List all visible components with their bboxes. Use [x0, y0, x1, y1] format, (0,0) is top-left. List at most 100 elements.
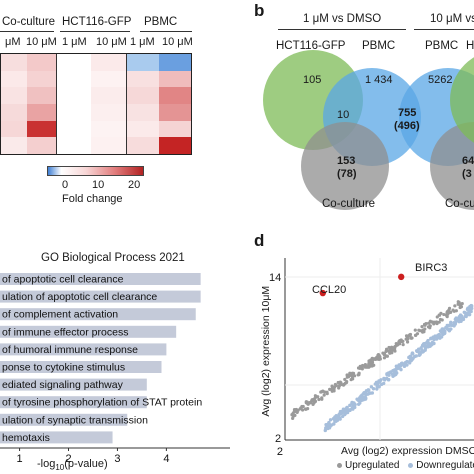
scatter-point: [320, 396, 324, 400]
scatter-point: [370, 360, 375, 364]
venn-count: (78): [337, 168, 357, 180]
venn-count: 1 434: [365, 74, 393, 86]
scatter-point: [313, 397, 317, 401]
scatter-point: [313, 394, 318, 398]
heatmap-cell: [91, 87, 127, 104]
comparison-label: 10 μM vs: [430, 13, 474, 25]
scatter-highlight-point: [398, 273, 405, 281]
col-group-label: HCT116-GFP: [62, 16, 132, 28]
scatter-point: [371, 357, 375, 362]
scatter-point: [421, 330, 425, 334]
set-label: Co-cu: [445, 198, 474, 210]
scatter-point: [423, 323, 427, 327]
scatter-point: [394, 370, 398, 374]
scatter-point: [390, 372, 395, 377]
scatter-point: [342, 407, 347, 412]
axis-label-main: -log: [37, 458, 56, 470]
scatter-point-label: BIRC3: [415, 262, 448, 274]
scatter-point: [322, 393, 326, 397]
scatter-point: [420, 325, 424, 329]
scatter-point: [381, 351, 385, 355]
scatter-point: [334, 414, 338, 418]
go-term-label: ediated signaling pathway: [2, 379, 124, 391]
go-bar: [0, 378, 147, 391]
axis-label-sub: 10: [55, 463, 65, 473]
scatter-point: [379, 382, 384, 387]
go-bar: [0, 290, 201, 303]
scatter-point: [365, 365, 369, 369]
heatmap-cell: [127, 87, 159, 104]
comparison-underline: [414, 29, 474, 30]
col-label: μM: [5, 36, 21, 48]
go-term-label: ulation of synaptic transmission: [2, 414, 148, 426]
scatter-highlight-point: [319, 289, 326, 297]
scatter-point: [375, 385, 379, 389]
scatter-point: [290, 413, 294, 417]
heatmap-cell: [1, 104, 27, 121]
go-bar: [0, 273, 201, 285]
scatter-point: [452, 321, 456, 325]
scatter-point: [421, 343, 426, 347]
scatter-point: [407, 355, 411, 359]
scatter-point: [323, 390, 327, 394]
panel-letter: d: [254, 231, 265, 250]
comparison-underline: [278, 29, 406, 30]
scatter-point: [384, 347, 389, 351]
heatmap-cell: [1, 120, 27, 138]
scatter-point: [295, 410, 299, 414]
scatter-point: [370, 363, 375, 367]
scatter-point: [410, 357, 414, 362]
scatter-point: [326, 426, 331, 430]
scatter-point: [448, 310, 453, 314]
scatter-point: [330, 384, 334, 388]
scatter-point: [374, 356, 379, 360]
scatter-point: [388, 351, 392, 355]
scatter-point: [447, 306, 452, 310]
set-label: Co-culture: [322, 198, 376, 210]
scatter-point: [404, 334, 409, 338]
col-label: 1 μM: [62, 36, 87, 48]
heatmap-cell: [127, 137, 159, 154]
venn-count: 64: [462, 155, 474, 167]
go-bar: [0, 431, 113, 444]
scatter-point: [334, 419, 338, 423]
scatter-point: [438, 336, 442, 340]
scatter-point: [306, 402, 310, 406]
colorbar-tick: 20: [128, 179, 141, 191]
scatter-point: [453, 304, 457, 308]
col-label: 10 μM: [162, 36, 193, 48]
scatter-point: [345, 405, 349, 410]
venn-count: 10: [337, 109, 350, 121]
venn-count: 755: [398, 107, 417, 119]
scatter-point: [345, 410, 350, 415]
set-label: H: [466, 40, 474, 52]
scatter-point: [337, 413, 341, 417]
scatter-point: [449, 327, 453, 331]
heatmap-cell: [1, 70, 27, 88]
scatter-point: [323, 428, 327, 433]
scatter-point: [426, 338, 430, 343]
col-label: 10 μM: [96, 36, 127, 48]
scatter-point: [367, 391, 371, 396]
go-term-label: of humoral immune response: [2, 344, 138, 356]
chart-title: GO Biological Process 2021: [41, 252, 185, 264]
axis-label: -log10(p-value): [37, 459, 108, 472]
set-label: PBMC: [425, 40, 459, 52]
col-label: 1 μM: [130, 36, 155, 48]
scatter-point: [441, 332, 445, 337]
scatter-point: [350, 371, 354, 375]
venn-count: 105: [303, 74, 322, 86]
scatter-point: [454, 317, 459, 322]
heatmap-cell: [27, 104, 57, 121]
scatter-point: [469, 309, 473, 314]
scatter-point: [359, 396, 364, 400]
scatter-point: [367, 359, 371, 363]
scatter-point: [413, 354, 417, 359]
scatter-point: [394, 365, 399, 369]
scatter-point: [325, 392, 329, 396]
scatter-point: [367, 362, 372, 367]
scatter-point: [429, 320, 434, 324]
y-tick: 2: [275, 433, 282, 445]
scatter-point: [327, 422, 331, 427]
